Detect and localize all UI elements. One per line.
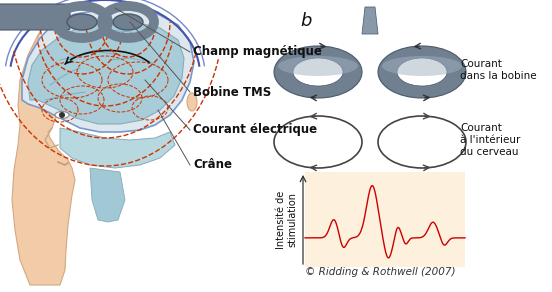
- Text: b: b: [300, 12, 311, 30]
- Ellipse shape: [187, 93, 197, 111]
- Text: Courant
dans la bobine: Courant dans la bobine: [460, 59, 537, 81]
- Ellipse shape: [59, 112, 65, 118]
- Polygon shape: [12, 8, 75, 285]
- Ellipse shape: [382, 56, 462, 76]
- Ellipse shape: [397, 58, 447, 86]
- Ellipse shape: [274, 46, 362, 98]
- Polygon shape: [60, 128, 175, 168]
- Ellipse shape: [378, 46, 466, 98]
- Text: Courant électrique: Courant électrique: [193, 124, 317, 136]
- Polygon shape: [22, 10, 194, 132]
- Ellipse shape: [55, 112, 69, 119]
- Text: © Ridding & Rothwell (2007): © Ridding & Rothwell (2007): [305, 267, 455, 277]
- FancyBboxPatch shape: [0, 4, 70, 30]
- Ellipse shape: [278, 56, 358, 76]
- Polygon shape: [28, 22, 184, 124]
- Polygon shape: [90, 168, 125, 222]
- Text: Champ magnétique: Champ magnétique: [193, 46, 322, 58]
- FancyBboxPatch shape: [305, 172, 465, 267]
- Ellipse shape: [67, 14, 97, 30]
- Ellipse shape: [293, 58, 343, 86]
- Ellipse shape: [113, 14, 143, 30]
- Text: Courant
à l'intérieur
du cerveau: Courant à l'intérieur du cerveau: [460, 124, 521, 157]
- Text: Bobine TMS: Bobine TMS: [193, 86, 271, 98]
- Text: Intensité de
stimulation: Intensité de stimulation: [276, 190, 298, 248]
- Polygon shape: [362, 7, 378, 34]
- Text: Crâne: Crâne: [193, 159, 232, 171]
